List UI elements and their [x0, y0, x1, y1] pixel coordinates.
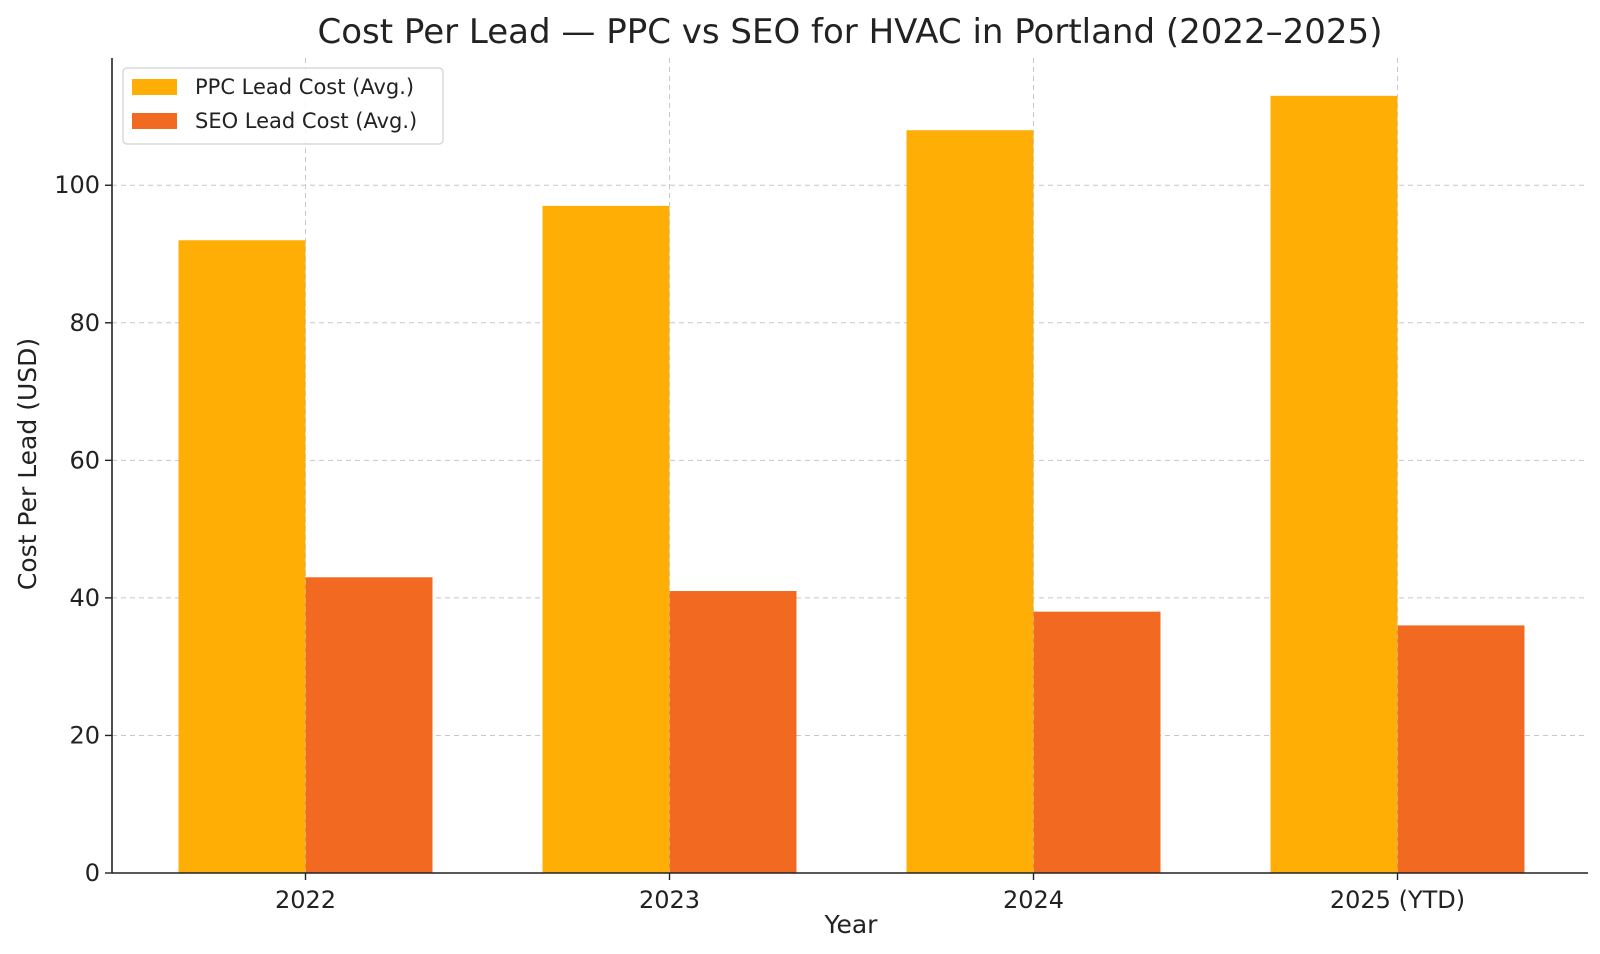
- bar-seo-0: [305, 577, 433, 873]
- y-tick-label-40: 40: [69, 584, 100, 612]
- bar-seo-2: [1033, 611, 1161, 873]
- x-tick-label-0: 2022: [275, 886, 336, 914]
- bar-ppc-2: [906, 130, 1034, 873]
- x-tick-label-2: 2024: [1003, 886, 1064, 914]
- y-tick-label-100: 100: [54, 171, 100, 199]
- y-axis-label: Cost Per Lead (USD): [13, 338, 42, 590]
- legend-label-seo: SEO Lead Cost (Avg.): [195, 109, 417, 133]
- x-tick-label-3: 2025 (YTD): [1330, 886, 1465, 914]
- bar-ppc-1: [542, 205, 670, 873]
- y-tick-label-60: 60: [69, 446, 100, 474]
- legend: PPC Lead Cost (Avg.) SEO Lead Cost (Avg.…: [122, 67, 444, 145]
- bar-seo-3: [1397, 625, 1525, 873]
- y-tick-label-80: 80: [69, 309, 100, 337]
- bars-layer: [178, 58, 1525, 873]
- ticks-layer: 0 20 40 60 80 100 2022 2023 2024 2025 (YTD): [54, 171, 1465, 914]
- y-tick-label-20: 20: [69, 721, 100, 749]
- x-tick-label-1: 2023: [639, 886, 700, 914]
- x-axis-label: Year: [824, 910, 879, 939]
- legend-frame: [122, 67, 444, 145]
- bar-ppc-3: [1270, 95, 1398, 873]
- y-tick-label-0: 0: [85, 859, 100, 887]
- legend-label-ppc: PPC Lead Cost (Avg.): [195, 75, 414, 99]
- axes-layer: [111, 58, 1588, 874]
- chart-title: Cost Per Lead — PPC vs SEO for HVAC in P…: [318, 12, 1383, 52]
- bar-ppc-0: [178, 240, 306, 873]
- legend-swatch-seo: [132, 113, 177, 129]
- bar-seo-1: [669, 591, 797, 873]
- legend-swatch-ppc: [132, 79, 177, 95]
